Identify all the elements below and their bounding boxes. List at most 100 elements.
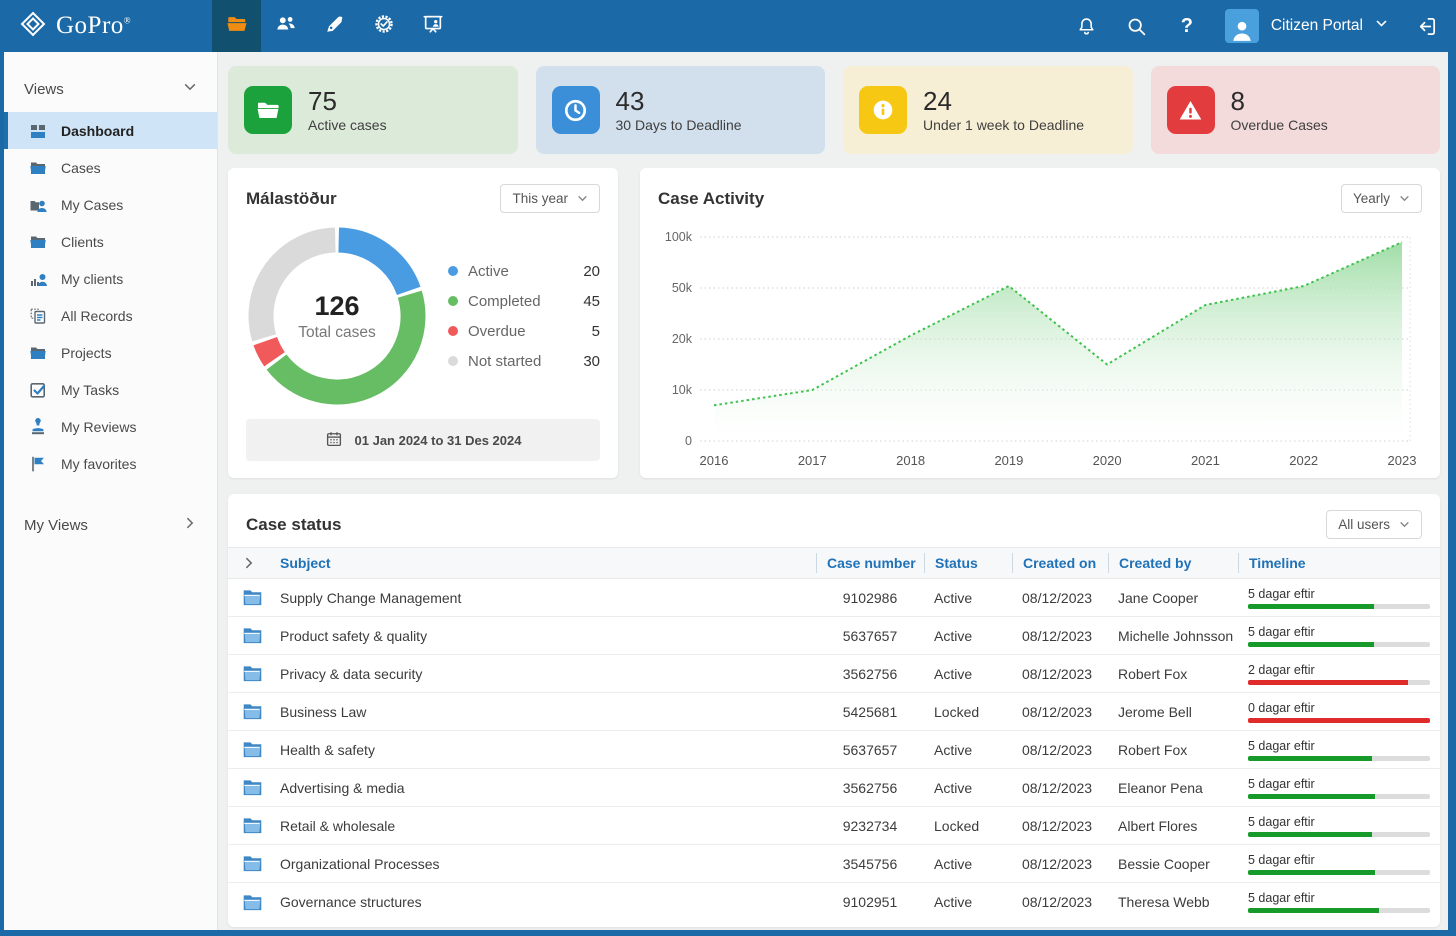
- flag-icon: [28, 454, 48, 474]
- cell-created-on: 08/12/2023: [1012, 666, 1108, 682]
- donut-panel-title: Málastöður: [246, 189, 337, 209]
- search-icon[interactable]: [1125, 14, 1149, 38]
- case-status-table-panel: Case status All users SubjectCase number…: [228, 494, 1440, 927]
- legend-item-not-started: Not started30: [448, 353, 600, 370]
- help-icon[interactable]: ?: [1175, 14, 1199, 38]
- column-header-subject[interactable]: Subject: [270, 553, 816, 573]
- folder-icon: [228, 777, 270, 798]
- sidebar-item-all-records[interactable]: All Records: [4, 297, 217, 334]
- folder-user-icon: [28, 195, 48, 215]
- quality-tab[interactable]: [359, 0, 408, 52]
- x-tick-label: 2017: [798, 453, 827, 468]
- sidebar-item-my-cases[interactable]: My Cases: [4, 186, 217, 223]
- cell-status: Active: [924, 894, 1012, 910]
- table-row[interactable]: Organizational Processes3545756Active08/…: [228, 845, 1440, 883]
- user-menu[interactable]: Citizen Portal: [1225, 9, 1388, 43]
- area-fill: [714, 242, 1402, 441]
- sidebar-item-projects[interactable]: Projects: [4, 334, 217, 371]
- donut-range-dropdown[interactable]: This year: [500, 184, 600, 213]
- gopro-diamond-logo-icon: [20, 11, 46, 42]
- table-users-dropdown[interactable]: All users: [1326, 510, 1422, 539]
- folder-icon: [228, 587, 270, 608]
- column-header-status[interactable]: Status: [924, 553, 1012, 573]
- legend-value: 5: [592, 323, 600, 340]
- column-header-created-by[interactable]: Created by: [1108, 553, 1238, 573]
- table-row[interactable]: Health & safety5637657Active08/12/2023Ro…: [228, 731, 1440, 769]
- user-chart-icon: [28, 269, 48, 289]
- sidebar-item-label: My Tasks: [61, 382, 119, 398]
- timeline-progress-fill: [1248, 604, 1374, 609]
- table-row[interactable]: Supply Change Management9102986Active08/…: [228, 579, 1440, 617]
- stat-card-30-days-to-deadline[interactable]: 4330 Days to Deadline: [536, 66, 826, 154]
- column-header-created-on[interactable]: Created on: [1012, 553, 1108, 573]
- legend-item-active: Active20: [448, 263, 600, 280]
- stat-card-active-cases[interactable]: 75Active cases: [228, 66, 518, 154]
- sidebar-item-label: Cases: [61, 160, 101, 176]
- cell-created-by: Jerome Bell: [1108, 704, 1238, 720]
- column-header-timeline[interactable]: Timeline: [1238, 553, 1440, 573]
- cell-case-number: 3562756: [816, 780, 924, 796]
- cell-created-on: 08/12/2023: [1012, 894, 1108, 910]
- cell-created-on: 08/12/2023: [1012, 628, 1108, 644]
- chevron-down-icon: [183, 80, 197, 98]
- notifications-bell-icon[interactable]: [1075, 14, 1099, 38]
- cell-case-number: 9232734: [816, 818, 924, 834]
- table-row[interactable]: Privacy & data security3562756Active08/1…: [228, 655, 1440, 693]
- legend-label: Active: [468, 263, 509, 280]
- legend-dot: [448, 266, 458, 276]
- cell-created-by: Albert Flores: [1108, 818, 1238, 834]
- folder-icon: [226, 13, 248, 40]
- cell-timeline: 5 dagar eftir: [1238, 853, 1440, 875]
- cell-case-number: 5637657: [816, 742, 924, 758]
- y-tick-label: 0: [685, 434, 692, 448]
- cell-timeline: 5 dagar eftir: [1238, 587, 1440, 609]
- my-views-section-header[interactable]: My Views: [4, 502, 217, 548]
- sidebar-item-label: My Reviews: [61, 419, 136, 435]
- meetings-tab[interactable]: [408, 0, 457, 52]
- cell-status: Locked: [924, 704, 1012, 720]
- column-header-case-number[interactable]: Case number: [816, 553, 924, 573]
- expand-all-chevron-icon[interactable]: [228, 553, 270, 573]
- brand-name: GoPro®: [56, 12, 131, 40]
- timeline-progress-bar: [1248, 832, 1430, 837]
- table-row[interactable]: Product safety & quality5637657Active08/…: [228, 617, 1440, 655]
- signing-tab[interactable]: [310, 0, 359, 52]
- timeline-label: 2 dagar eftir: [1248, 663, 1420, 677]
- cases-tab[interactable]: [212, 0, 261, 52]
- timeline-label: 5 dagar eftir: [1248, 587, 1420, 601]
- cell-subject: Organizational Processes: [270, 856, 816, 872]
- cell-subject: Product safety & quality: [270, 628, 816, 644]
- records-icon: [28, 306, 48, 326]
- stamp-icon: [28, 417, 48, 437]
- activity-range-dropdown[interactable]: Yearly: [1341, 184, 1422, 213]
- legend-label: Overdue: [468, 323, 526, 340]
- sidebar-item-my-favorites[interactable]: My favorites: [4, 445, 217, 482]
- date-range-picker[interactable]: 01 Jan 2024 to 31 Des 2024: [246, 419, 600, 461]
- cell-status: Active: [924, 742, 1012, 758]
- contacts-tab[interactable]: [261, 0, 310, 52]
- views-section-header[interactable]: Views: [4, 72, 217, 112]
- timeline-progress-bar: [1248, 604, 1430, 609]
- sidebar-item-clients[interactable]: Clients: [4, 223, 217, 260]
- table-row[interactable]: Advertising & media3562756Active08/12/20…: [228, 769, 1440, 807]
- sidebar-item-label: All Records: [61, 308, 133, 324]
- sidebar-item-my-clients[interactable]: My clients: [4, 260, 217, 297]
- sidebar: Views Dashboard Cases My CasesClientsMy cl…: [4, 52, 218, 930]
- stat-card-overdue-cases[interactable]: 8Overdue Cases: [1151, 66, 1441, 154]
- case-activity-panel: Case Activity Yearly 010k20k50k100k20162…: [640, 168, 1440, 478]
- table-row[interactable]: Business Law5425681Locked08/12/2023Jerom…: [228, 693, 1440, 731]
- app-logo[interactable]: GoPro®: [0, 0, 212, 52]
- stat-card-under-1-week-to-deadline[interactable]: 24Under 1 week to Deadline: [843, 66, 1133, 154]
- logout-icon[interactable]: [1414, 14, 1438, 38]
- sidebar-item-my-tasks[interactable]: My Tasks: [4, 371, 217, 408]
- timeline-progress-fill: [1248, 756, 1372, 761]
- sidebar-item-dashboard[interactable]: Dashboard: [4, 112, 217, 149]
- views-label: Views: [24, 81, 64, 98]
- sidebar-item-cases[interactable]: Cases: [4, 149, 217, 186]
- stat-card-text: 8Overdue Cases: [1231, 87, 1328, 133]
- table-row[interactable]: Retail & wholesale9232734Locked08/12/202…: [228, 807, 1440, 845]
- sidebar-item-my-reviews[interactable]: My Reviews: [4, 408, 217, 445]
- table-row[interactable]: Governance structures9102951Active08/12/…: [228, 883, 1440, 921]
- cell-created-by: Michelle Johnsson: [1108, 628, 1238, 644]
- cell-created-on: 08/12/2023: [1012, 590, 1108, 606]
